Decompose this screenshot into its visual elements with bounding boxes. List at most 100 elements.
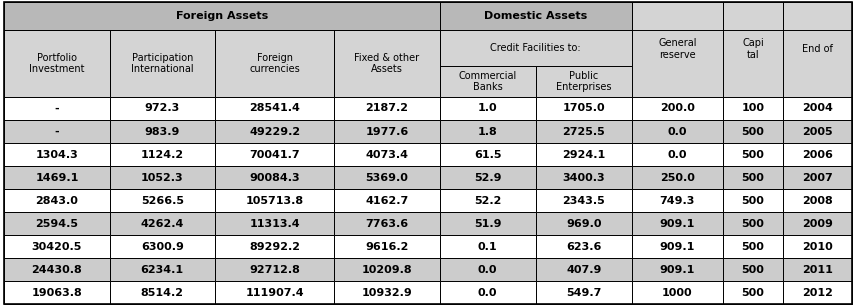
Bar xyxy=(440,143,536,166)
Text: 549.7: 549.7 xyxy=(566,288,602,298)
Bar xyxy=(782,2,852,30)
Bar xyxy=(632,212,723,235)
Text: 500: 500 xyxy=(741,196,764,206)
Text: 972.3: 972.3 xyxy=(145,103,180,114)
Bar xyxy=(632,2,723,97)
Text: 7763.6: 7763.6 xyxy=(366,219,408,229)
Text: 2006: 2006 xyxy=(802,150,833,160)
Bar xyxy=(335,258,440,282)
Bar xyxy=(632,166,723,189)
Text: 9616.2: 9616.2 xyxy=(366,242,408,252)
Text: 10932.9: 10932.9 xyxy=(361,288,413,298)
Bar xyxy=(335,282,440,304)
Bar xyxy=(723,97,782,120)
Text: Domestic Assets: Domestic Assets xyxy=(484,11,587,21)
Bar xyxy=(782,143,852,166)
Bar xyxy=(4,212,110,235)
Text: 1124.2: 1124.2 xyxy=(140,150,184,160)
Bar xyxy=(536,235,632,258)
Text: 52.9: 52.9 xyxy=(474,173,502,183)
Bar xyxy=(215,189,335,212)
Text: 52.2: 52.2 xyxy=(474,196,502,206)
Text: 500: 500 xyxy=(741,288,764,298)
Bar xyxy=(632,258,723,282)
Text: 1977.6: 1977.6 xyxy=(366,127,408,136)
Text: 0.0: 0.0 xyxy=(478,265,497,275)
Text: 1705.0: 1705.0 xyxy=(562,103,605,114)
Text: 1.8: 1.8 xyxy=(478,127,497,136)
Bar xyxy=(4,120,110,143)
Bar xyxy=(632,235,723,258)
Text: Capi
tal: Capi tal xyxy=(742,39,764,60)
Bar xyxy=(335,97,440,120)
Bar xyxy=(335,30,440,97)
Bar xyxy=(110,166,215,189)
Bar xyxy=(335,120,440,143)
Bar xyxy=(440,30,632,66)
Text: 51.9: 51.9 xyxy=(474,219,502,229)
Bar xyxy=(632,189,723,212)
Text: 983.9: 983.9 xyxy=(145,127,180,136)
Bar xyxy=(723,189,782,212)
Bar xyxy=(110,120,215,143)
Text: End of: End of xyxy=(802,44,833,54)
Bar xyxy=(782,235,852,258)
Bar xyxy=(782,212,852,235)
Bar xyxy=(723,166,782,189)
Bar xyxy=(4,166,110,189)
Text: Fixed & other
Assets: Fixed & other Assets xyxy=(354,53,419,74)
Text: 6234.1: 6234.1 xyxy=(140,265,184,275)
Bar xyxy=(536,282,632,304)
Text: 5266.5: 5266.5 xyxy=(140,196,184,206)
Text: 1304.3: 1304.3 xyxy=(36,150,79,160)
Bar xyxy=(440,282,536,304)
Text: 2011: 2011 xyxy=(802,265,833,275)
Bar xyxy=(4,235,110,258)
Text: 2843.0: 2843.0 xyxy=(35,196,79,206)
Text: Commercial
Banks: Commercial Banks xyxy=(459,71,517,92)
Bar xyxy=(110,282,215,304)
Text: 749.3: 749.3 xyxy=(660,196,695,206)
Text: -: - xyxy=(55,103,59,114)
Text: 2004: 2004 xyxy=(802,103,833,114)
Text: 2010: 2010 xyxy=(802,242,833,252)
Bar xyxy=(110,143,215,166)
Text: 407.9: 407.9 xyxy=(566,265,602,275)
Bar xyxy=(782,258,852,282)
Text: 100: 100 xyxy=(741,103,764,114)
Bar xyxy=(536,258,632,282)
Text: 2012: 2012 xyxy=(802,288,833,298)
Bar xyxy=(215,282,335,304)
Text: Participation
International: Participation International xyxy=(131,53,193,74)
Text: Foreign Assets: Foreign Assets xyxy=(175,11,268,21)
Text: 1469.1: 1469.1 xyxy=(35,173,79,183)
Text: 24430.8: 24430.8 xyxy=(32,265,82,275)
Text: 969.0: 969.0 xyxy=(566,219,602,229)
Bar xyxy=(723,258,782,282)
Text: 623.6: 623.6 xyxy=(566,242,602,252)
Text: Foreign
currencies: Foreign currencies xyxy=(249,53,300,74)
Text: 0.1: 0.1 xyxy=(478,242,497,252)
Text: 4262.4: 4262.4 xyxy=(140,219,184,229)
Bar xyxy=(723,282,782,304)
Bar xyxy=(4,282,110,304)
Bar xyxy=(335,143,440,166)
Text: 500: 500 xyxy=(741,219,764,229)
Bar xyxy=(215,30,335,97)
Bar xyxy=(782,97,852,120)
Bar xyxy=(440,2,632,30)
Bar xyxy=(632,120,723,143)
Text: 8514.2: 8514.2 xyxy=(140,288,184,298)
Text: 11313.4: 11313.4 xyxy=(249,219,300,229)
Bar xyxy=(4,189,110,212)
Text: 2007: 2007 xyxy=(802,173,833,183)
Bar xyxy=(335,166,440,189)
Bar xyxy=(110,30,215,97)
Text: 909.1: 909.1 xyxy=(660,265,695,275)
Bar xyxy=(440,235,536,258)
Text: 2725.5: 2725.5 xyxy=(562,127,605,136)
Text: Portfolio
Investment: Portfolio Investment xyxy=(29,53,85,74)
Text: 500: 500 xyxy=(741,127,764,136)
Bar xyxy=(215,258,335,282)
Bar xyxy=(536,166,632,189)
